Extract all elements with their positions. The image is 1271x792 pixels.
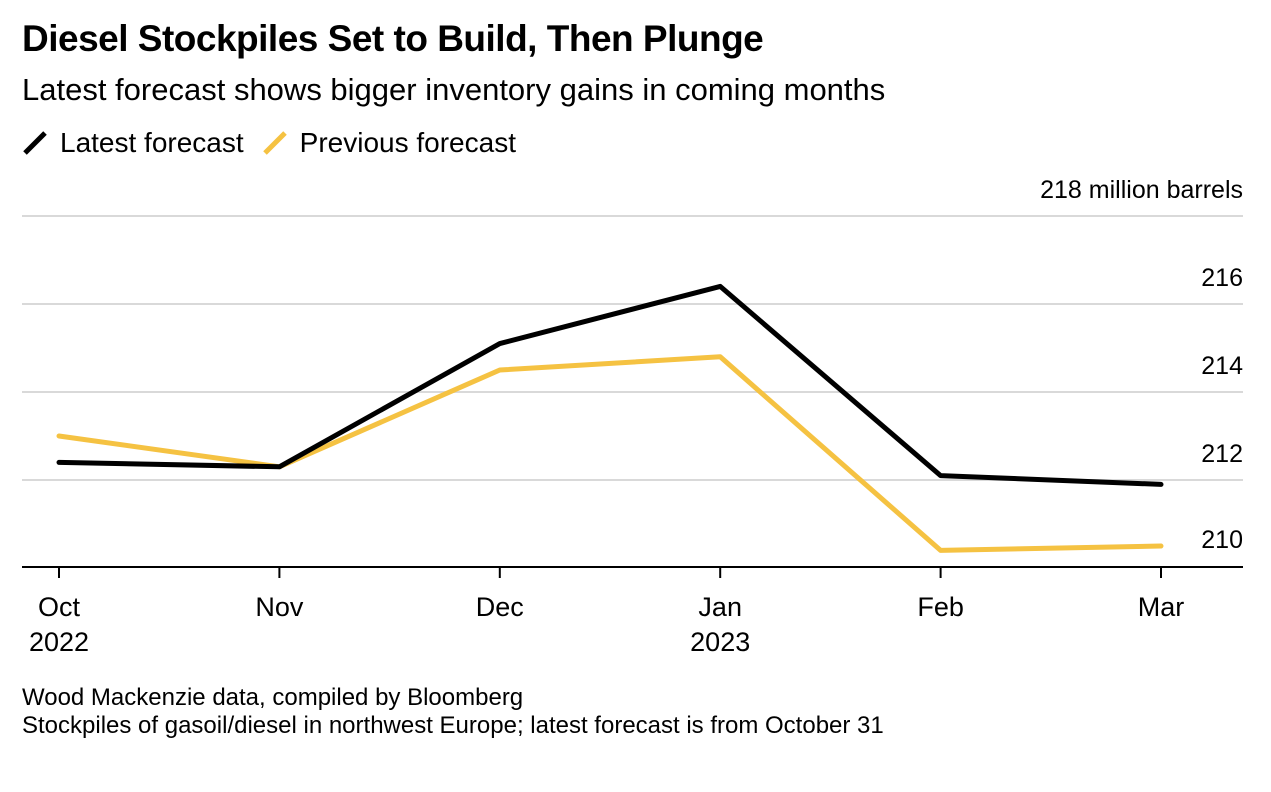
y-tick-label-214: 214 (1201, 352, 1243, 380)
legend-item-latest: Latest forecast (22, 127, 244, 159)
legend-item-previous: Previous forecast (262, 127, 516, 159)
methodology-note: Stockpiles of gasoil/diesel in northwest… (22, 712, 884, 739)
chart-title: Diesel Stockpiles Set to Build, Then Plu… (22, 18, 764, 59)
legend-label-latest: Latest forecast (60, 127, 244, 158)
chart-subtitle: Latest forecast shows bigger inventory g… (22, 72, 886, 107)
x-tick-sublabel-2022: 2022 (29, 627, 89, 657)
legend-swatch-previous-icon (262, 131, 287, 155)
x-tick-sublabel-2023: 2023 (690, 627, 750, 657)
legend-swatch-latest-icon (23, 131, 47, 155)
x-tick-label-jan: Jan (698, 592, 742, 622)
series-line-latest-forecast (56, 283, 1164, 487)
x-tick-label-feb: Feb (917, 592, 964, 622)
y-tick-label-218: 218 million barrels (1040, 176, 1243, 204)
legend-label-previous: Previous forecast (299, 127, 516, 158)
x-tick-label-nov: Nov (255, 592, 304, 622)
source-note: Wood Mackenzie data, compiled by Bloombe… (22, 684, 524, 711)
y-tick-label-212: 212 (1201, 440, 1243, 468)
y-tick-label-216: 216 (1201, 264, 1243, 292)
legend: Latest forecast Previous forecast (22, 126, 534, 160)
y-tick-label-210: 210 (1201, 526, 1243, 554)
series-line-previous-forecast (56, 354, 1164, 553)
x-tick-label-oct: Oct (38, 592, 81, 622)
chart-footer: Wood Mackenzie data, compiled by Bloombe… (22, 684, 884, 740)
x-tick-label-dec: Dec (476, 592, 524, 622)
x-tick-label-mar: Mar (1138, 592, 1185, 622)
